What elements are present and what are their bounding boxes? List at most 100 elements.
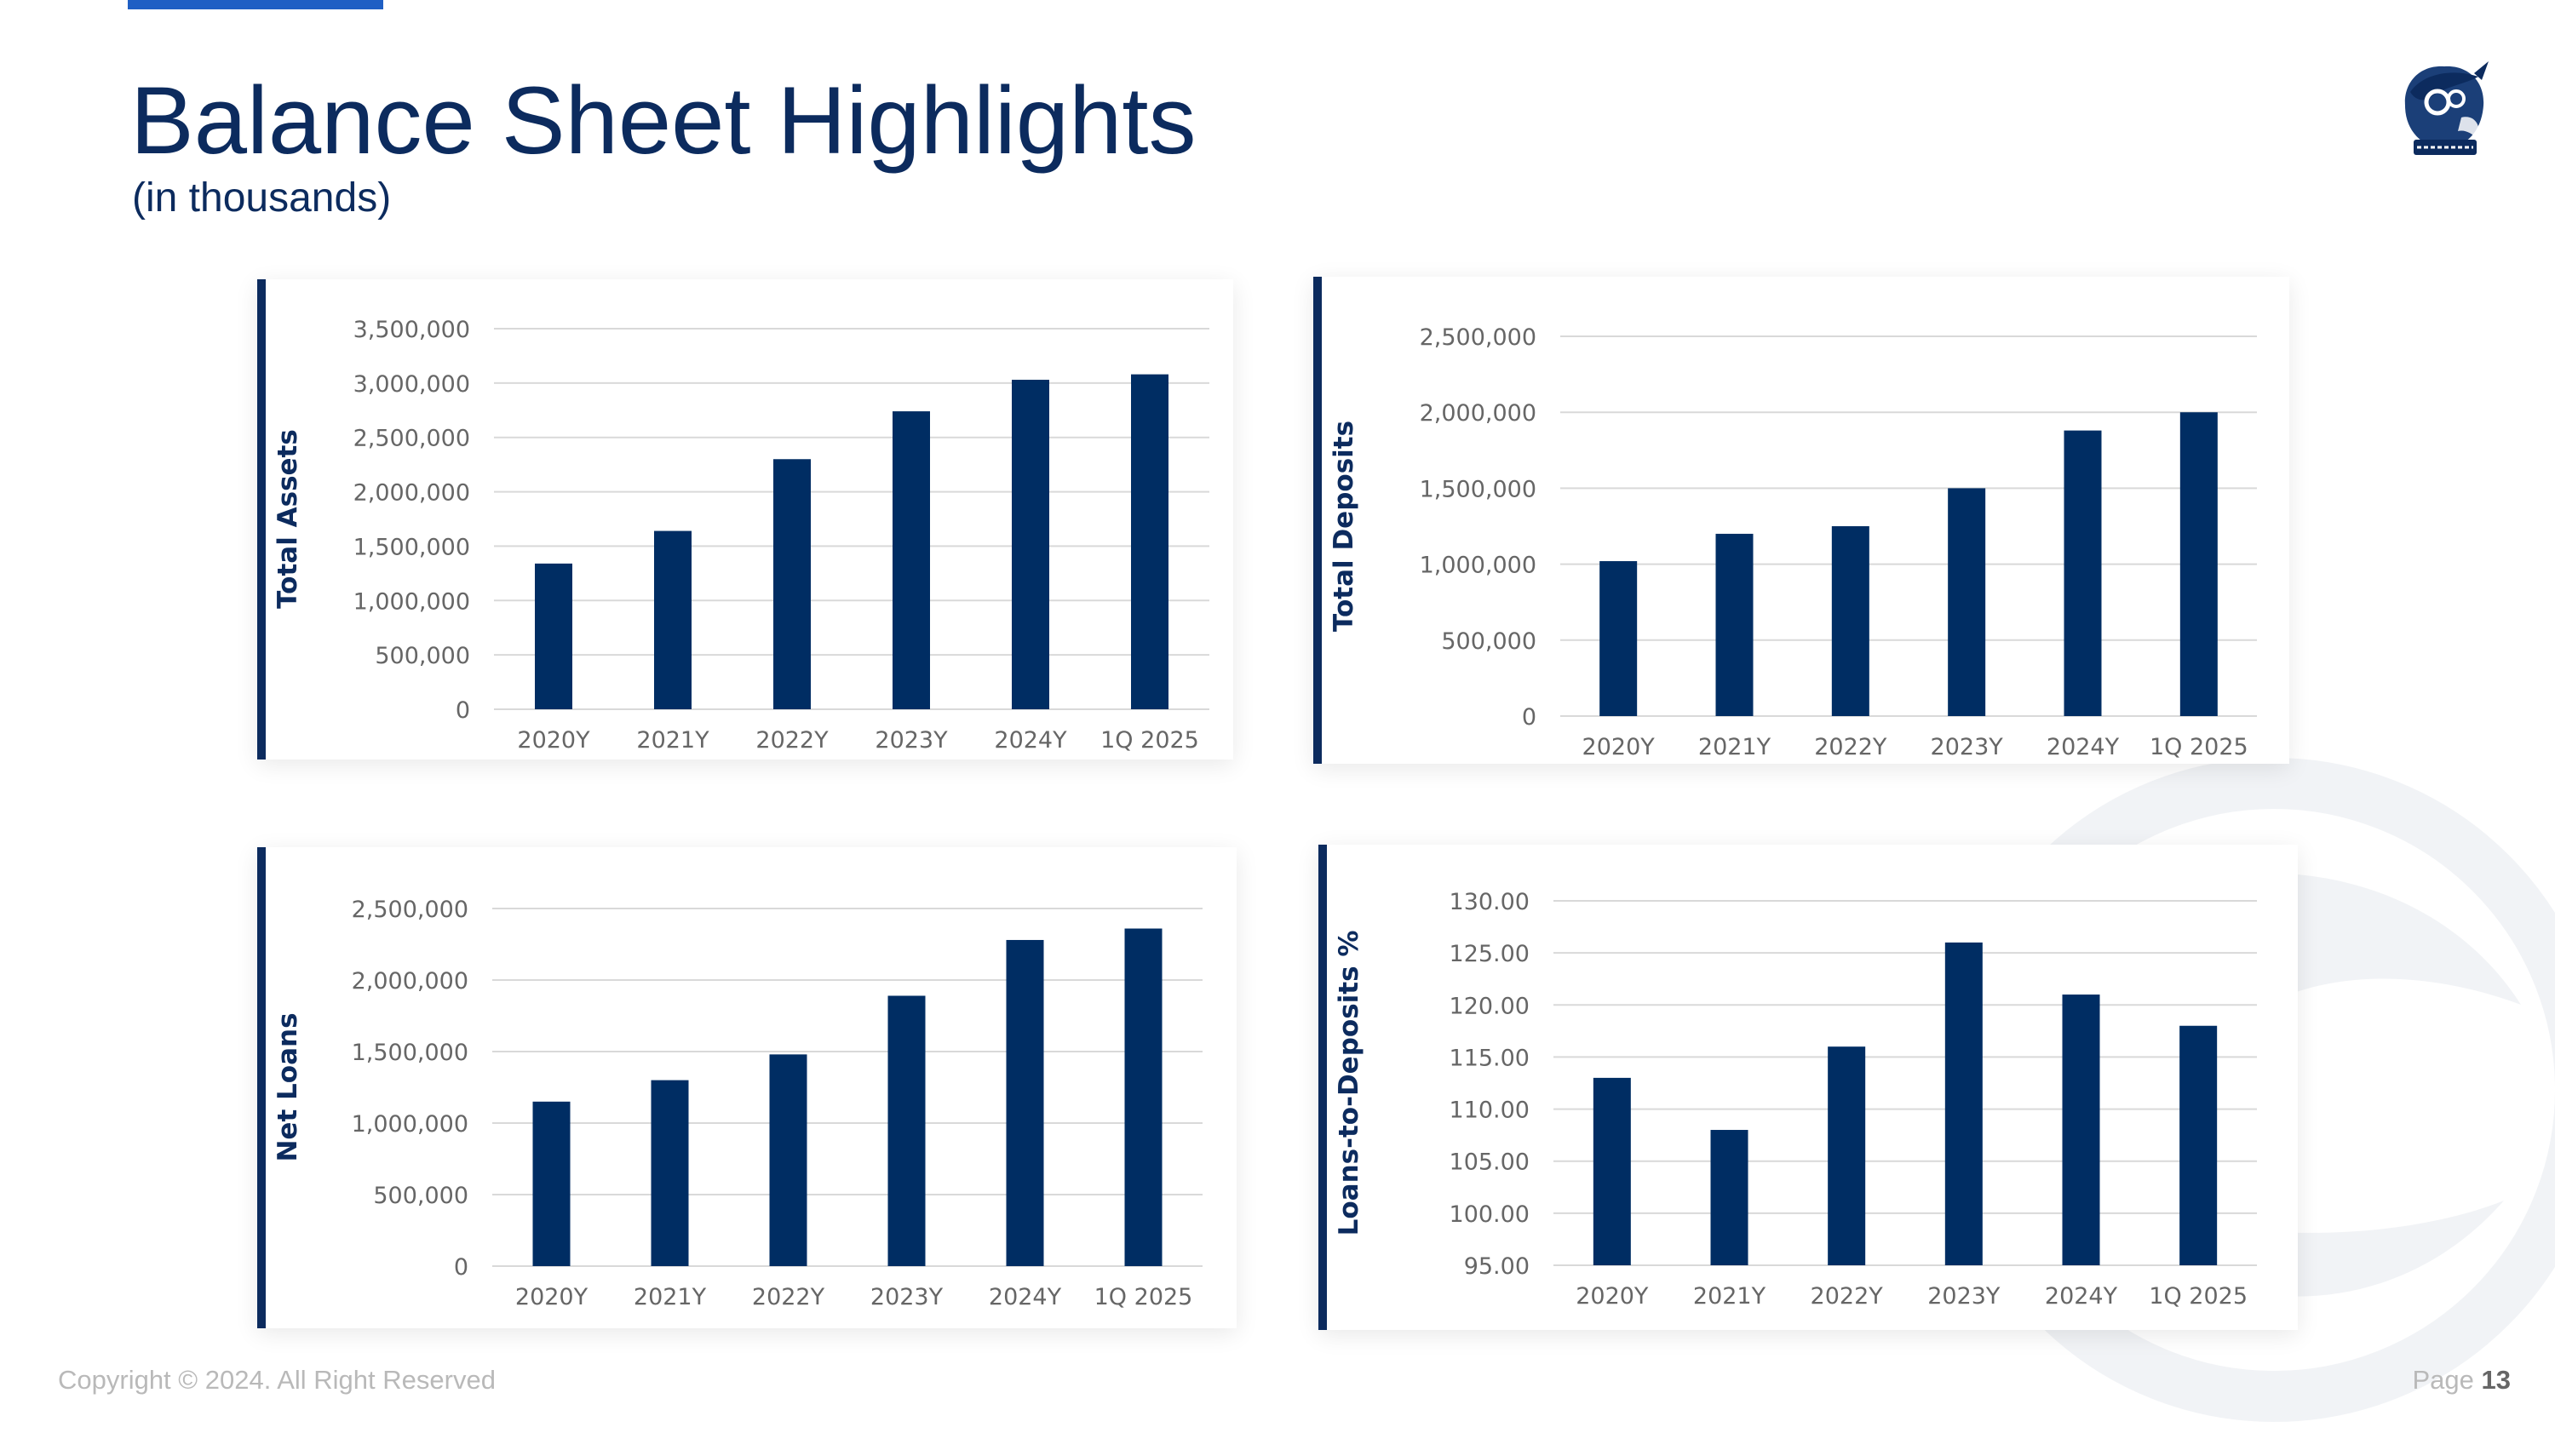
bar-2024y xyxy=(1006,939,1044,1266)
x-tick-label: 2022Y xyxy=(1811,1283,1884,1310)
x-tick-label: 2024Y xyxy=(989,1284,1062,1310)
y-tick-label: 95.00 xyxy=(1464,1253,1530,1280)
x-tick-label: 2024Y xyxy=(2045,1283,2118,1310)
x-tick-label: 2021Y xyxy=(636,727,709,754)
chart-total-assets: 0 500,000 1,000,000 1,500,000 2,000,000 2,500… xyxy=(257,279,1209,760)
bar-2024y xyxy=(2062,995,2100,1265)
y-tick-label: 100.00 xyxy=(1450,1201,1530,1228)
y-tick-label: 1,500,000 xyxy=(353,534,470,560)
bar-2023y xyxy=(887,995,926,1266)
y-tick-label: 110.00 xyxy=(1450,1098,1530,1124)
bar-2023y xyxy=(893,411,930,709)
bar-2022y xyxy=(773,459,811,709)
y-tick-label: 0 xyxy=(454,1254,468,1281)
x-tick-label: 2023Y xyxy=(1931,734,2004,760)
y-tick-label: 1,500,000 xyxy=(1420,476,1536,502)
y-tick-label: 125.00 xyxy=(1450,941,1530,967)
y-tick-label: 500,000 xyxy=(1441,628,1536,655)
y-tick-label: 1,500,000 xyxy=(352,1040,468,1066)
chart-card-loans-to-deposits: 95.00 100.00 105.00 110.00 115.00 120.00 125.0… xyxy=(1318,845,2298,1330)
y-axis-label: Total Assets xyxy=(273,429,303,609)
bar-2024y xyxy=(2064,430,2102,716)
y-tick-label: 115.00 xyxy=(1450,1045,1530,1071)
y-tick-label: 120.00 xyxy=(1450,993,1530,1019)
copyright-text: Copyright © 2024. All Right Reserved xyxy=(58,1365,496,1395)
page-subtitle: (in thousands) xyxy=(132,175,392,221)
y-tick-label: 130.00 xyxy=(1450,889,1530,915)
x-tick-label: 1Q 2025 xyxy=(1094,1284,1193,1310)
chart-card-net-loans: 0 500,000 1,000,000 1,500,000 2,000,000 2,500… xyxy=(257,847,1237,1328)
y-tick-label: 0 xyxy=(456,697,470,724)
y-tick-label: 500,000 xyxy=(375,643,470,669)
y-axis-label: Loans-to-Deposits % xyxy=(1334,931,1364,1236)
x-tick-label: 2023Y xyxy=(870,1284,944,1310)
card-accent-bar xyxy=(257,279,266,760)
page-number: Page 13 xyxy=(2412,1365,2511,1396)
chart-net-loans: 0 500,000 1,000,000 1,500,000 2,000,000 2,500… xyxy=(257,847,1203,1328)
bar-2021y xyxy=(651,1080,689,1266)
x-tick-label: 2024Y xyxy=(994,727,1067,754)
bar-2022y xyxy=(769,1054,807,1266)
y-tick-label: 2,000,000 xyxy=(352,968,468,995)
bar-2023y xyxy=(1944,942,1983,1265)
x-tick-label: 2020Y xyxy=(515,1284,589,1310)
bar-2021y xyxy=(1710,1130,1748,1265)
bar-1q-2025 xyxy=(2179,1025,2218,1265)
x-tick-label: 2022Y xyxy=(1814,734,1887,760)
bar-2020y xyxy=(535,563,572,709)
chart-total-deposits: 0 500,000 1,000,000 1,500,000 2,000,000 2,500… xyxy=(1313,277,2257,764)
y-tick-label: 1,000,000 xyxy=(352,1111,468,1138)
chart-card-total-assets: 0 500,000 1,000,000 1,500,000 2,000,000 2,500… xyxy=(257,279,1233,760)
bar-2022y xyxy=(1828,1046,1866,1265)
x-tick-label: 2020Y xyxy=(1582,734,1656,760)
x-tick-label: 2023Y xyxy=(1927,1283,2001,1310)
x-tick-label: 2020Y xyxy=(517,727,590,754)
x-tick-label: 2022Y xyxy=(755,727,829,754)
top-accent-bar xyxy=(128,0,383,9)
bar-1q-2025 xyxy=(1131,374,1168,709)
bar-2024y xyxy=(1012,380,1049,709)
page-number-value: 13 xyxy=(2481,1365,2511,1395)
bar-2021y xyxy=(1715,533,1754,716)
card-accent-bar xyxy=(1313,277,1322,764)
x-tick-label: 1Q 2025 xyxy=(1100,727,1199,754)
x-tick-label: 2023Y xyxy=(875,727,948,754)
card-accent-bar xyxy=(257,847,266,1328)
y-tick-label: 1,000,000 xyxy=(353,588,470,615)
chart-card-total-deposits: 0 500,000 1,000,000 1,500,000 2,000,000 2,500… xyxy=(1313,277,2289,764)
y-axis-label: Total Deposits xyxy=(1329,421,1359,632)
bar-2020y xyxy=(532,1101,571,1266)
y-tick-label: 2,000,000 xyxy=(353,480,470,507)
x-tick-label: 2020Y xyxy=(1576,1283,1649,1310)
bar-2020y xyxy=(1599,561,1638,716)
y-tick-label: 1,000,000 xyxy=(1420,553,1536,579)
y-axis-label: Net Loans xyxy=(273,1012,303,1161)
mascot-logo-icon xyxy=(2404,61,2489,155)
bar-2021y xyxy=(654,530,692,709)
x-tick-label: 1Q 2025 xyxy=(2150,734,2248,760)
y-tick-label: 2,500,000 xyxy=(1420,324,1536,351)
y-tick-label: 500,000 xyxy=(373,1183,468,1209)
x-tick-label: 2021Y xyxy=(1698,734,1771,760)
x-tick-label: 1Q 2025 xyxy=(2149,1283,2248,1310)
y-tick-label: 2,000,000 xyxy=(1420,400,1536,427)
bar-1q-2025 xyxy=(1124,928,1163,1266)
bar-2022y xyxy=(1831,526,1869,716)
y-tick-label: 2,500,000 xyxy=(352,897,468,923)
chart-loans-to-deposits: 95.00 100.00 105.00 110.00 115.00 120.00 125.0… xyxy=(1318,845,2257,1330)
y-tick-label: 3,500,000 xyxy=(353,317,470,343)
page-label: Page xyxy=(2412,1365,2474,1395)
page-title: Balance Sheet Highlights xyxy=(130,67,1197,174)
x-tick-label: 2021Y xyxy=(634,1284,707,1310)
y-tick-label: 3,000,000 xyxy=(353,371,470,398)
y-tick-label: 105.00 xyxy=(1450,1149,1530,1176)
x-tick-label: 2022Y xyxy=(752,1284,825,1310)
card-accent-bar xyxy=(1318,845,1327,1330)
y-tick-label: 2,500,000 xyxy=(353,426,470,452)
y-tick-label: 0 xyxy=(1522,704,1536,731)
x-tick-label: 2024Y xyxy=(2047,734,2120,760)
bar-2023y xyxy=(1948,488,1986,716)
x-tick-label: 2021Y xyxy=(1693,1283,1766,1310)
bar-1q-2025 xyxy=(2179,412,2218,716)
bar-2020y xyxy=(1593,1077,1631,1265)
